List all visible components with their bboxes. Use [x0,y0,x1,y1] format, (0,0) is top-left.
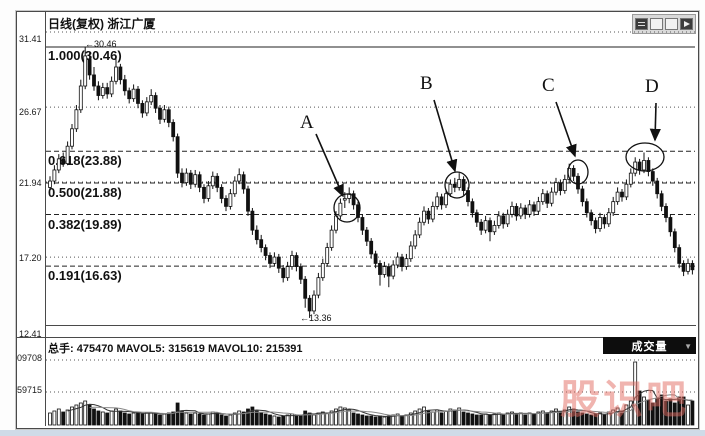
main-plot-bottom-border [45,325,696,326]
price-tick: 31.41 [19,34,42,44]
window-bottom-edge [0,430,705,436]
fib-label-0382: 0.382(19.89) [48,217,122,232]
volume-info-bar: 总手: 475470 MAVOL5: 315619 MAVOL10: 21539… [48,343,303,355]
volume-indicator-dropdown[interactable]: 成交量 ▼ [603,337,696,354]
annotation-letter-a: A [300,112,314,133]
axis-separator [45,12,46,426]
low-price-marker: ←13.36 [300,313,332,323]
fib-label-0191: 0.191(16.63) [48,268,122,283]
next-chart-icon[interactable] [680,18,693,30]
volume-tick: 09708 [17,353,42,363]
price-tick: 12.41 [19,329,42,339]
annotation-letter-c: C [542,75,555,96]
window-tile-icon[interactable] [650,18,663,30]
price-tick: 21.94 [19,178,42,188]
chevron-down-icon: ▼ [684,342,692,351]
price-tick: 17.20 [19,253,42,263]
fib-label-0500: 0.500(21.88) [48,185,122,200]
chart-title: 日线(复权) 浙江广厦 [48,17,156,31]
window-cascade-icon[interactable] [665,18,678,30]
price-tick: 26.67 [19,107,42,117]
annotation-letter-b: B [420,73,433,94]
volume-panel-top-border [17,337,696,338]
volume-tick: 59715 [17,385,42,395]
volume-indicator-label: 成交量 [631,340,668,353]
indicator-grid-icon[interactable] [635,18,648,30]
toolbar [632,14,696,34]
annotation-letter-d: D [645,76,659,97]
high-price-marker: ←30.46 [85,39,117,49]
